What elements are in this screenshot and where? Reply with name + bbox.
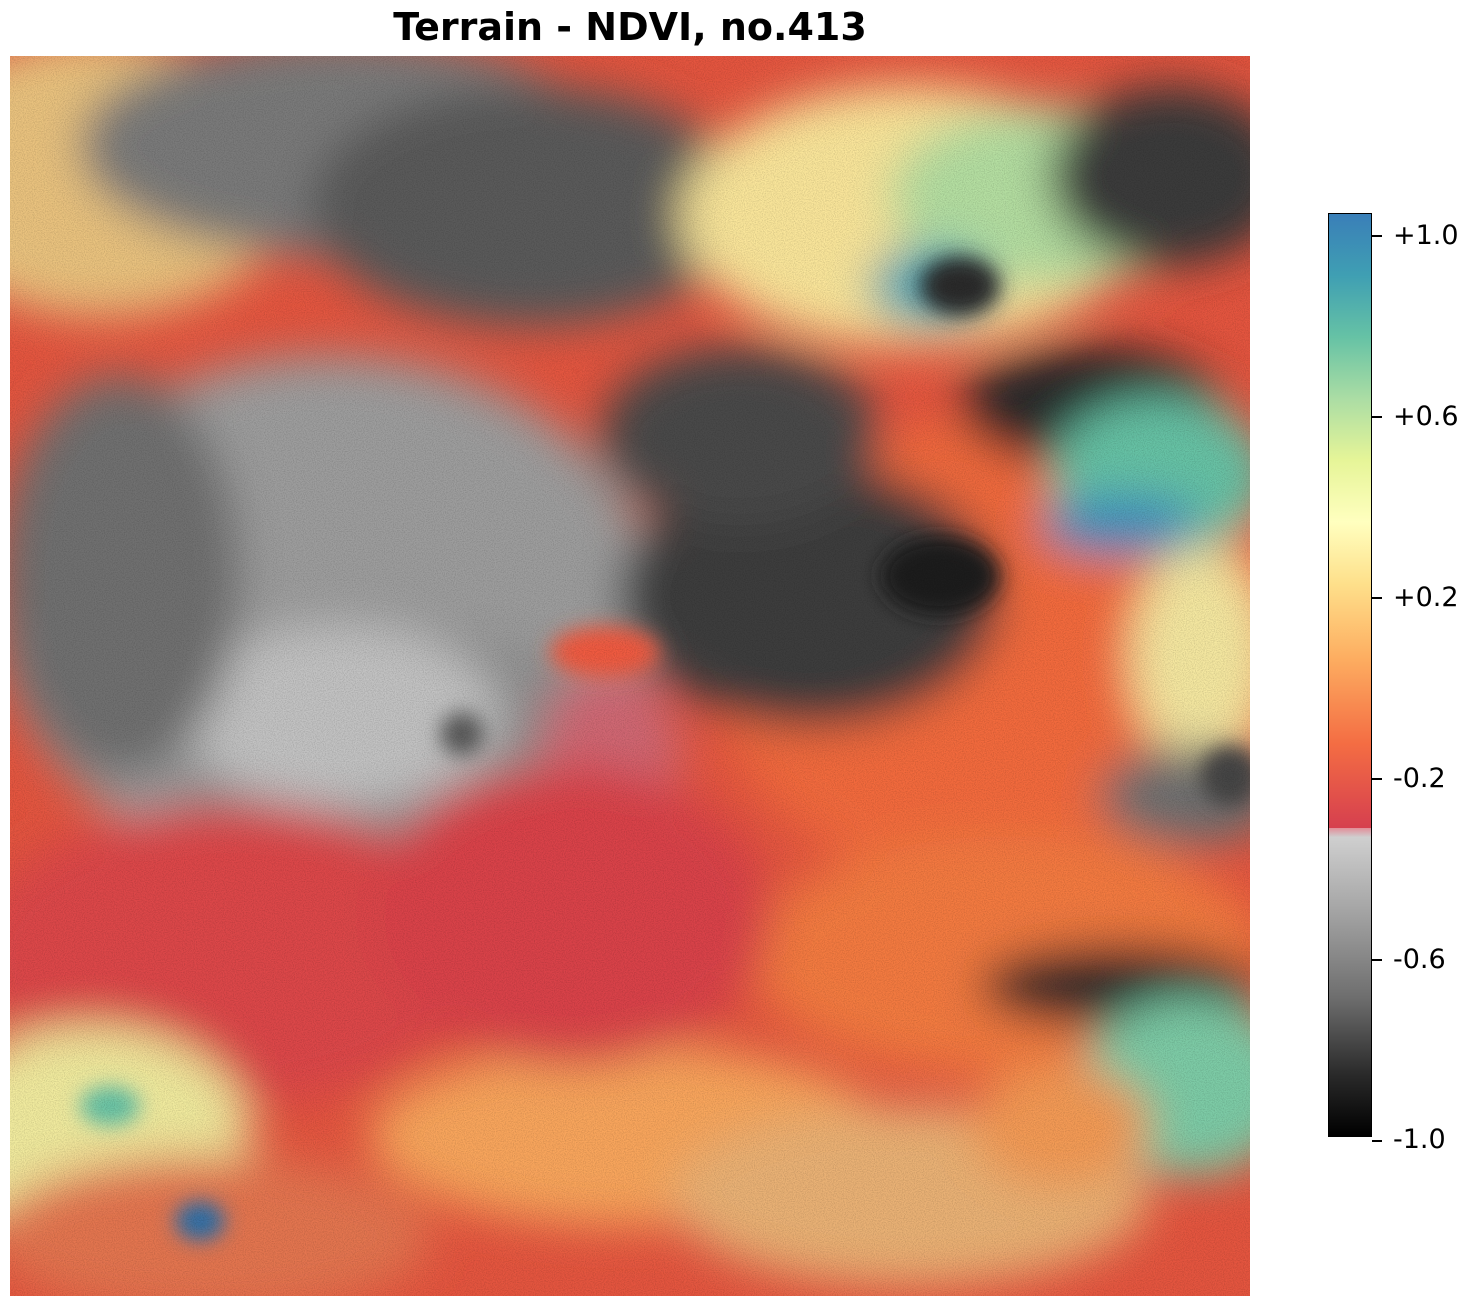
colorbar-tick [1372, 235, 1382, 237]
colorbar-tick [1372, 416, 1382, 418]
colorbar-tick [1372, 778, 1382, 780]
colorbar-tick-label: +0.6 [1393, 401, 1459, 432]
colorbar [1328, 213, 1372, 1137]
colorbar-tick [1372, 1140, 1382, 1142]
ndvi-map-image [10, 56, 1250, 1296]
colorbar-tick-label: +0.2 [1393, 582, 1459, 613]
colorbar-negative-gradient [1329, 828, 1371, 1136]
map-title: Terrain - NDVI, no.413 [393, 5, 867, 49]
colorbar-tick-label: -0.6 [1393, 944, 1446, 975]
colorbar-tick [1372, 597, 1382, 599]
colorbar-tick [1372, 959, 1382, 961]
colorbar-tick-label: +1.0 [1393, 220, 1459, 251]
colorbar-positive-gradient [1329, 214, 1371, 830]
colorbar-tick-label: -0.2 [1393, 763, 1446, 794]
colorbar-tick-label: -1.0 [1393, 1124, 1446, 1155]
